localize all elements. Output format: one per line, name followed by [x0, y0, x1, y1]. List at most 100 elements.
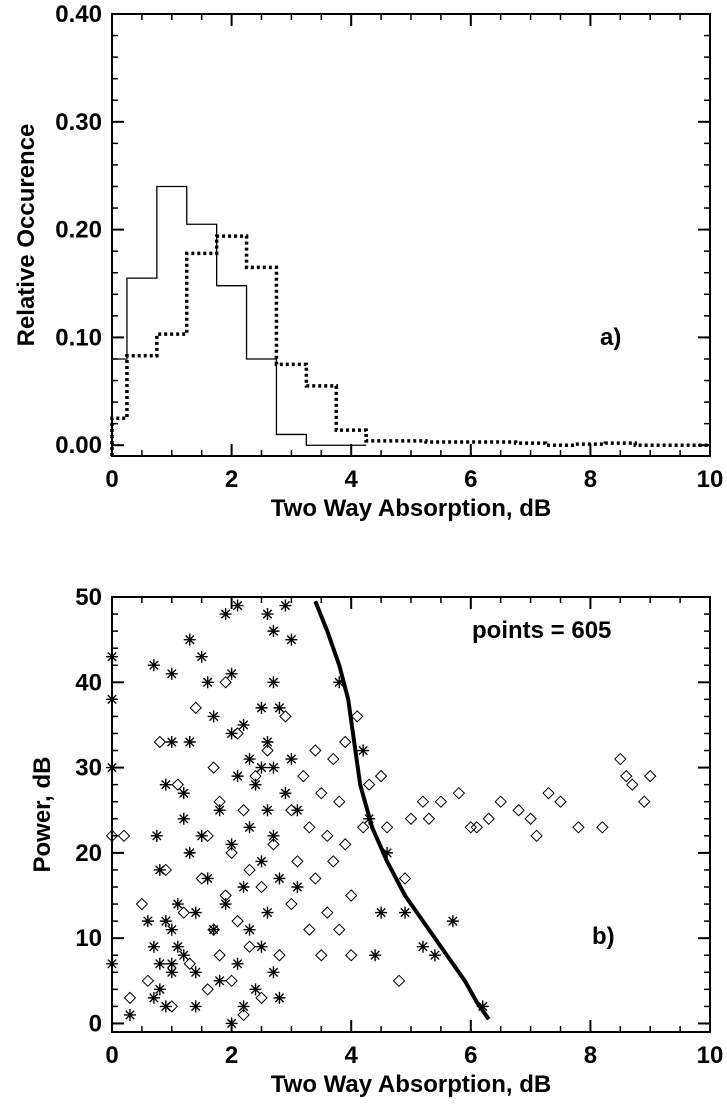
diamond-point — [279, 710, 292, 723]
diamond-point — [315, 949, 328, 962]
diamond-point — [350, 710, 364, 723]
asterisk-point — [291, 881, 304, 893]
diamond-point — [219, 676, 232, 689]
panel-b-ytick-label: 50 — [75, 584, 102, 611]
diamond-point — [339, 735, 352, 749]
asterisk-point — [267, 761, 280, 774]
diamond-point — [249, 769, 262, 783]
diamond-point — [392, 974, 406, 988]
asterisk-point — [150, 829, 163, 842]
asterisk-point — [285, 633, 298, 646]
panel-a-xtick-label: 2 — [225, 466, 238, 493]
asterisk-point — [333, 676, 346, 689]
asterisk-point — [446, 915, 459, 928]
diamond-point — [303, 821, 316, 834]
diamond-point — [356, 821, 370, 834]
asterisk-point — [249, 983, 262, 996]
asterisk-point — [261, 906, 274, 919]
diamond-point — [231, 914, 244, 928]
diamond-point — [225, 974, 238, 988]
diamond-point — [344, 949, 358, 962]
asterisk-point — [123, 1008, 136, 1021]
asterisk-point — [165, 957, 178, 970]
asterisk-point — [225, 1017, 238, 1030]
panel-a-series-solid — [111, 185, 367, 456]
panel-b-xtick-label: 4 — [345, 1042, 359, 1069]
panel-a-xtick-label: 10 — [697, 466, 724, 493]
asterisk-point — [237, 1000, 250, 1013]
asterisk-point — [273, 701, 286, 714]
asterisk-point — [147, 991, 160, 1004]
panel-a-ytick-label: 0.00 — [55, 432, 102, 459]
asterisk-point — [106, 957, 118, 970]
asterisk-point — [183, 846, 196, 859]
panel-a-panel-label: a) — [600, 324, 621, 351]
asterisk-point — [476, 1000, 489, 1013]
asterisk-point — [171, 940, 184, 953]
panel-a-ytick-label: 0.20 — [55, 217, 102, 244]
diamond-point — [255, 880, 268, 894]
diamond-point — [339, 838, 352, 851]
asterisk-point — [153, 957, 166, 970]
diamond-point — [333, 795, 346, 808]
diamond-point — [327, 752, 340, 766]
asterisk-point — [428, 949, 441, 962]
diamond-point — [261, 744, 274, 757]
asterisk-point — [381, 846, 394, 859]
asterisk-point — [177, 812, 190, 825]
diamond-point — [620, 769, 633, 783]
diamond-point — [123, 991, 137, 1005]
diamond-point — [614, 752, 627, 766]
diamond-point — [362, 778, 376, 791]
asterisk-point — [261, 608, 274, 621]
asterisk-point — [106, 761, 118, 774]
asterisk-point — [177, 787, 190, 800]
diamond-point — [554, 795, 567, 808]
asterisk-point — [225, 667, 238, 680]
panel-a-xtick-label: 4 — [345, 466, 359, 493]
diamond-point — [213, 949, 226, 962]
panel-a-ytick-label: 0.10 — [55, 324, 102, 351]
diamond-point — [195, 872, 208, 885]
diamond-point — [494, 795, 507, 808]
asterisk-point — [243, 753, 256, 766]
diamond-point — [464, 821, 478, 834]
panel-a-ylabel: Relative Occurence — [13, 124, 40, 347]
asterisk-point — [399, 906, 412, 919]
panel-a-xlabel: Two Way Absorption, dB — [271, 495, 551, 522]
asterisk-point — [255, 701, 268, 714]
asterisk-point — [219, 898, 232, 911]
diamond-point — [225, 846, 238, 860]
panel-b-xlabel: Two Way Absorption, dB — [271, 1071, 551, 1098]
diamond-point — [303, 923, 316, 936]
asterisk-point — [255, 940, 268, 953]
asterisk-point — [213, 974, 226, 987]
diamond-point — [153, 735, 167, 749]
asterisk-point — [279, 787, 292, 800]
panel-a-xtick-label: 8 — [584, 466, 597, 493]
asterisk-point — [207, 710, 220, 723]
diamond-point — [201, 829, 214, 843]
diamond-point — [380, 821, 394, 834]
panel-a-panel — [110, 13, 711, 457]
panel-b-xtick-label: 10 — [697, 1042, 724, 1069]
panel-b-ylabel: Power, dB — [29, 756, 56, 872]
diamond-point — [321, 906, 334, 919]
asterisk-point — [273, 872, 286, 885]
diamond-point — [243, 940, 256, 953]
asterisk-point — [141, 915, 154, 928]
asterisk-point — [255, 855, 268, 868]
diamond-point — [201, 983, 214, 996]
diamond-point — [344, 889, 358, 902]
diamond-point — [159, 863, 173, 877]
panel-b-xtick-label: 0 — [105, 1042, 118, 1069]
asterisk-point — [237, 718, 250, 731]
asterisk-point — [106, 693, 118, 706]
diamond-point — [243, 863, 256, 877]
diamond-point — [297, 769, 310, 783]
diamond-point — [285, 897, 298, 911]
asterisk-point — [159, 915, 172, 928]
asterisk-point — [267, 829, 280, 842]
asterisk-point — [165, 966, 178, 979]
